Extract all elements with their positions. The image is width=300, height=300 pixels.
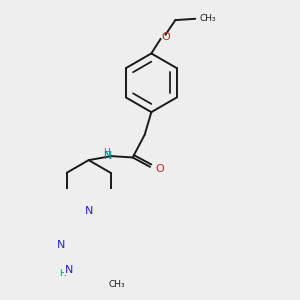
Text: CH₃: CH₃ [108,280,125,289]
Text: N: N [65,265,73,275]
Text: N: N [57,240,65,250]
Text: H: H [103,148,110,158]
Text: N: N [57,240,65,250]
Text: O: O [161,32,170,42]
Text: CH₃: CH₃ [199,14,216,23]
Text: N: N [65,265,73,275]
Text: N: N [85,206,93,216]
Text: H: H [59,268,66,278]
Text: O: O [155,164,164,175]
Text: N: N [104,151,113,161]
Text: N: N [85,206,93,216]
